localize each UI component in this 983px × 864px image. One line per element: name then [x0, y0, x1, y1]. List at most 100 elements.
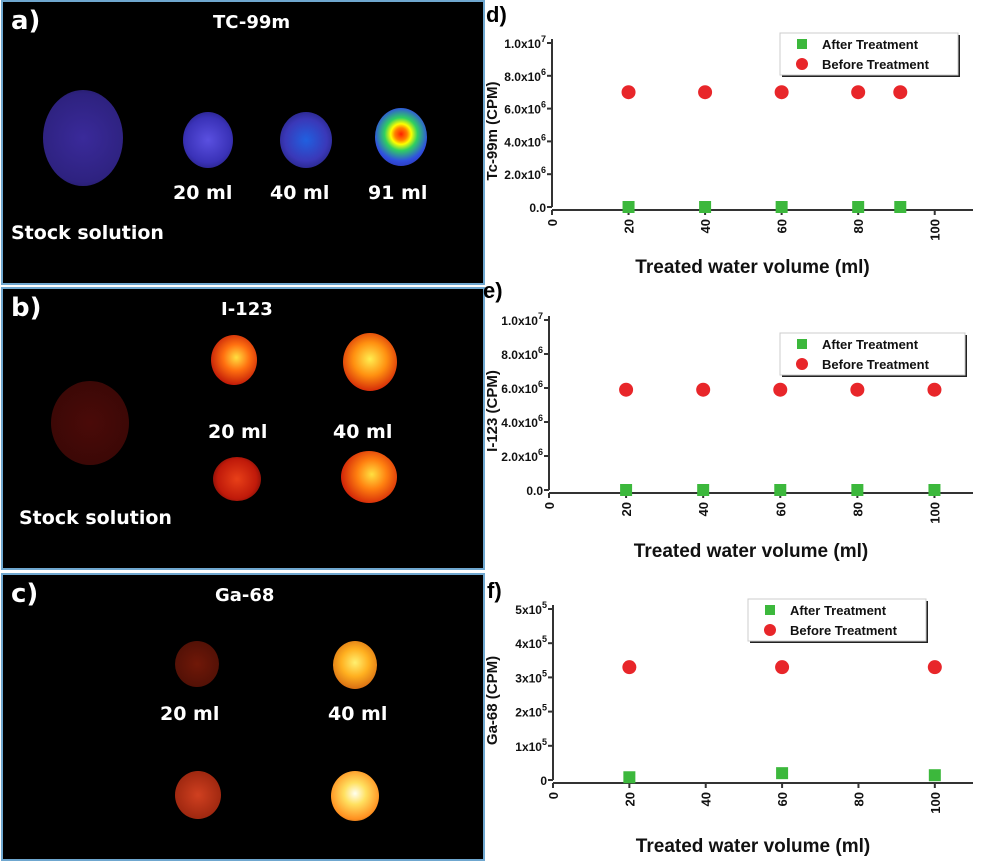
legend-box — [779, 32, 959, 76]
data-point-before-treatment — [927, 660, 942, 675]
data-point-before-treatment — [851, 85, 866, 100]
spot-40ml-top — [343, 333, 397, 391]
y-tick-label: 1.0x107 — [501, 311, 543, 328]
panel-label: b) — [11, 293, 42, 323]
y-tick-label: 0.0 — [526, 484, 543, 498]
chart-e: e) 0.0 2.0x106 4.0x106 6.0x106 8.0x106 1.0x107… — [483, 278, 973, 562]
y-tick-label: 4.0x106 — [501, 413, 543, 430]
caption: 40 ml — [270, 182, 330, 204]
x-tick-label: 20 — [622, 792, 637, 806]
y-tick-label: 0.0 — [529, 201, 546, 215]
legend-square-marker — [797, 39, 807, 49]
legend-entry: After Treatment — [822, 37, 919, 52]
data-point-after-treatment — [928, 769, 941, 782]
legend-box — [779, 332, 966, 376]
x-tick-label: 100 — [927, 502, 942, 524]
panel-b-i123-image: b) I-123 20 ml 40 ml Stock solution — [1, 287, 485, 570]
chart-d: d) 0.0 2.0x106 4.0x106 6.0x106 8.0x106 1.0x107… — [484, 2, 973, 278]
spot-40ml-top — [333, 641, 377, 689]
data-point-after-treatment — [852, 201, 865, 213]
x-tick-label: 60 — [775, 219, 790, 233]
y-tick-label: 8.0x106 — [501, 345, 543, 362]
data-point-after-treatment — [620, 484, 633, 496]
x-tick-label: 80 — [851, 219, 866, 233]
x-tick-label: 0 — [542, 502, 557, 509]
caption: 20 ml — [173, 182, 233, 204]
legend-box — [747, 598, 927, 642]
x-tick-label: 20 — [619, 502, 634, 516]
data-point-before-treatment — [773, 382, 788, 397]
legend: After Treatment Before Treatment — [779, 32, 960, 77]
x-axis-label: Treated water volume (ml) — [634, 541, 868, 562]
y-tick-label: 2x105 — [515, 703, 547, 720]
x-tick-label: 100 — [928, 219, 943, 241]
data-point-before-treatment — [698, 85, 713, 100]
legend: After Treatment Before Treatment — [747, 598, 928, 643]
y-tick-label: 2.0x106 — [504, 165, 546, 182]
legend-entry: After Treatment — [790, 603, 887, 618]
caption: 20 ml — [160, 703, 220, 725]
legend-circle-marker — [796, 58, 808, 70]
data-point-before-treatment — [696, 382, 711, 397]
stock-solution-spot — [51, 381, 129, 465]
legend-square-marker — [797, 339, 807, 349]
y-tick-label: 5x105 — [515, 600, 547, 617]
x-tick-label: 80 — [851, 792, 866, 806]
y-tick-label: 6.0x106 — [501, 379, 543, 396]
legend-entry: Before Treatment — [822, 57, 930, 72]
y-tick-label: 4.0x106 — [504, 132, 546, 149]
data-point-before-treatment — [893, 85, 908, 100]
y-axis-label: Tc-99m (CPM) — [484, 82, 501, 181]
y-tick-label: 8.0x106 — [504, 67, 546, 84]
legend-entry: Before Treatment — [822, 357, 930, 372]
spot-40ml — [280, 112, 332, 168]
x-tick-label: 40 — [699, 792, 714, 806]
data-point-after-treatment — [775, 201, 788, 213]
caption: 40 ml — [333, 421, 393, 443]
x-tick-label: 80 — [850, 502, 865, 516]
data-point-after-treatment — [776, 767, 789, 780]
y-tick-label: 3x105 — [515, 668, 547, 685]
data-point-before-treatment — [621, 85, 636, 100]
panel-label: a) — [11, 6, 41, 36]
y-axis-label: I-123 (CPM) — [484, 370, 501, 452]
legend: After Treatment Before Treatment — [779, 332, 967, 377]
data-point-after-treatment — [851, 484, 864, 496]
data-point-after-treatment — [928, 484, 941, 496]
data-point-after-treatment — [623, 771, 636, 784]
data-point-after-treatment — [697, 484, 710, 496]
spot-91ml — [375, 108, 427, 166]
x-tick-label: 40 — [698, 219, 713, 233]
y-tick-label: 4x105 — [515, 634, 547, 651]
spot-40ml-bottom — [341, 451, 397, 503]
caption: 40 ml — [328, 703, 388, 725]
x-axis-label: Treated water volume (ml) — [635, 257, 869, 278]
data-point-after-treatment — [894, 201, 907, 213]
panel-title: TC-99m — [213, 12, 291, 33]
x-tick-label: 100 — [928, 792, 943, 814]
spot-20ml — [183, 112, 233, 168]
legend-entry: After Treatment — [822, 337, 919, 352]
x-axis-label: Treated water volume (ml) — [636, 836, 870, 857]
panel-label: f) — [487, 578, 502, 603]
panel-a-tc99m-image: a) TC-99m 20 ml 40 ml 91 ml Stock soluti… — [1, 0, 485, 285]
x-tick-label: 40 — [696, 502, 711, 516]
data-point-before-treatment — [774, 85, 789, 100]
panel-c-ga68-image: c) Ga-68 20 ml 40 ml — [1, 573, 485, 861]
data-point-before-treatment — [622, 660, 637, 675]
legend-circle-marker — [764, 624, 776, 636]
x-tick-label: 60 — [773, 502, 788, 516]
panel-label: d) — [486, 2, 507, 27]
panel-label: e) — [483, 278, 503, 303]
caption: 20 ml — [208, 421, 268, 443]
x-tick-label: 0 — [545, 219, 560, 226]
panel-title: I-123 — [221, 299, 273, 320]
stock-solution-spot — [43, 90, 123, 186]
data-point-before-treatment — [775, 660, 790, 675]
caption: Stock solution — [11, 222, 164, 244]
x-tick-label: 0 — [546, 792, 561, 799]
y-tick-label: 6.0x106 — [504, 100, 546, 117]
y-axis-label: Ga-68 (CPM) — [484, 656, 501, 745]
spot-20ml-bottom — [213, 457, 261, 501]
